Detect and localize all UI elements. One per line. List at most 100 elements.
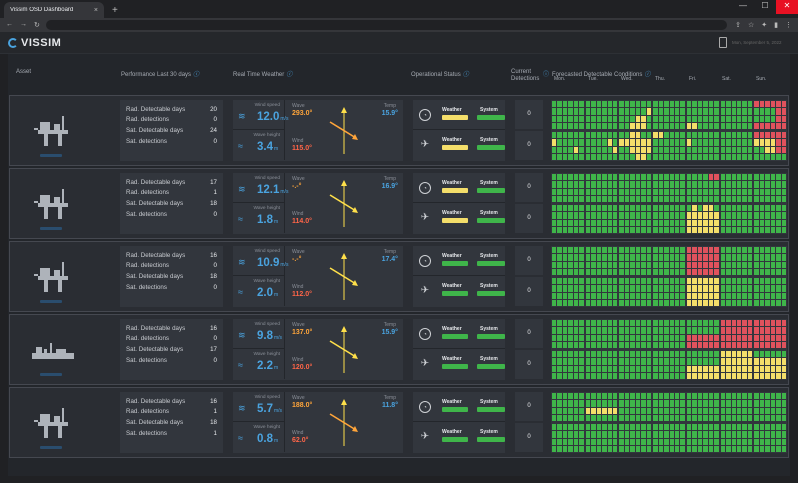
forecast-cell[interactable] <box>646 438 652 445</box>
forecast-cell[interactable] <box>658 247 664 254</box>
forecast-cell[interactable] <box>686 299 692 306</box>
forecast-cell[interactable] <box>731 320 736 327</box>
forecast-cell[interactable] <box>697 188 703 195</box>
forecast-cell[interactable] <box>714 219 719 226</box>
forecast-cell[interactable] <box>635 400 641 407</box>
forecast-cell[interactable] <box>697 254 703 261</box>
forecast-cell[interactable] <box>714 393 719 400</box>
forecast-cell[interactable] <box>568 334 573 341</box>
forecast-cell[interactable] <box>646 431 652 438</box>
forecast-cell[interactable] <box>674 393 680 400</box>
forecast-cell[interactable] <box>736 101 742 108</box>
forecast-cell[interactable] <box>736 431 742 438</box>
forecast-cell[interactable] <box>653 254 658 261</box>
forecast-cell[interactable] <box>703 219 708 226</box>
forecast-cell[interactable] <box>726 372 731 379</box>
forecast-cell[interactable] <box>686 174 692 181</box>
forecast-cell[interactable] <box>557 115 562 122</box>
forecast-cell[interactable] <box>619 365 624 372</box>
forecast-cell[interactable] <box>612 181 618 188</box>
forecast-cell[interactable] <box>720 247 726 254</box>
asset-image[interactable] <box>30 114 76 148</box>
forecast-cell[interactable] <box>653 285 658 292</box>
forecast-cell[interactable] <box>669 261 674 268</box>
forecast-cell[interactable] <box>585 365 591 372</box>
forecast-cell[interactable] <box>664 285 669 292</box>
forecast-cell[interactable] <box>747 365 753 372</box>
forecast-cell[interactable] <box>731 327 736 334</box>
forecast-cell[interactable] <box>619 212 624 219</box>
forecast-cell[interactable] <box>653 115 658 122</box>
forecast-cell[interactable] <box>624 431 630 438</box>
forecast-cell[interactable] <box>573 358 579 365</box>
forecast-cell[interactable] <box>759 195 765 202</box>
forecast-cell[interactable] <box>742 268 747 275</box>
forecast-cell[interactable] <box>591 445 596 452</box>
forecast-cell[interactable] <box>703 341 708 348</box>
forecast-cell[interactable] <box>697 226 703 233</box>
forecast-cell[interactable] <box>552 285 557 292</box>
forecast-cell[interactable] <box>658 358 664 365</box>
forecast-cell[interactable] <box>619 320 624 327</box>
forecast-cell[interactable] <box>653 327 658 334</box>
forecast-cell[interactable] <box>658 400 664 407</box>
forecast-cell[interactable] <box>579 101 584 108</box>
forecast-cell[interactable] <box>664 438 669 445</box>
forecast-cell[interactable] <box>602 254 607 261</box>
forecast-cell[interactable] <box>557 181 562 188</box>
forecast-cell[interactable] <box>770 358 776 365</box>
forecast-cell[interactable] <box>742 372 747 379</box>
forecast-cell[interactable] <box>736 153 742 160</box>
forecast-cell[interactable] <box>612 327 618 334</box>
forecast-cell[interactable] <box>680 122 685 129</box>
forecast-cell[interactable] <box>708 365 714 372</box>
forecast-cell[interactable] <box>658 146 664 153</box>
forecast-cell[interactable] <box>692 122 697 129</box>
forecast-cell[interactable] <box>742 181 747 188</box>
forecast-cell[interactable] <box>619 299 624 306</box>
forecast-cell[interactable] <box>754 153 759 160</box>
forecast-cell[interactable] <box>562 278 568 285</box>
forecast-cell[interactable] <box>703 254 708 261</box>
forecast-cell[interactable] <box>552 261 557 268</box>
forecast-cell[interactable] <box>630 299 635 306</box>
forecast-cell[interactable] <box>653 358 658 365</box>
forecast-cell[interactable] <box>562 334 568 341</box>
forecast-cell[interactable] <box>754 181 759 188</box>
forecast-cell[interactable] <box>630 212 635 219</box>
forecast-cell[interactable] <box>664 407 669 414</box>
forecast-cell[interactable] <box>720 122 726 129</box>
forecast-cell[interactable] <box>602 146 607 153</box>
forecast-cell[interactable] <box>568 285 573 292</box>
forecast-cell[interactable] <box>669 174 674 181</box>
forecast-cell[interactable] <box>686 254 692 261</box>
forecast-cell[interactable] <box>619 431 624 438</box>
forecast-cell[interactable] <box>557 445 562 452</box>
forecast-cell[interactable] <box>669 292 674 299</box>
forecast-cell[interactable] <box>596 285 602 292</box>
forecast-cell[interactable] <box>646 108 652 115</box>
forecast-cell[interactable] <box>759 101 765 108</box>
forecast-cell[interactable] <box>612 195 618 202</box>
forecast-cell[interactable] <box>703 393 708 400</box>
forecast-cell[interactable] <box>765 219 770 226</box>
forecast-cell[interactable] <box>765 438 770 445</box>
forecast-cell[interactable] <box>658 407 664 414</box>
forecast-cell[interactable] <box>720 438 726 445</box>
forecast-cell[interactable] <box>573 320 579 327</box>
forecast-cell[interactable] <box>624 115 630 122</box>
forecast-cell[interactable] <box>765 299 770 306</box>
forecast-cell[interactable] <box>692 393 697 400</box>
forecast-cell[interactable] <box>742 115 747 122</box>
forecast-cell[interactable] <box>573 278 579 285</box>
forecast-cell[interactable] <box>770 108 776 115</box>
forecast-cell[interactable] <box>726 181 731 188</box>
forecast-cell[interactable] <box>720 358 726 365</box>
forecast-cell[interactable] <box>736 393 742 400</box>
forecast-cell[interactable] <box>770 414 776 421</box>
forecast-cell[interactable] <box>765 365 770 372</box>
forecast-cell[interactable] <box>607 341 612 348</box>
forecast-cell[interactable] <box>602 358 607 365</box>
forecast-cell[interactable] <box>585 108 591 115</box>
forecast-cell[interactable] <box>602 108 607 115</box>
